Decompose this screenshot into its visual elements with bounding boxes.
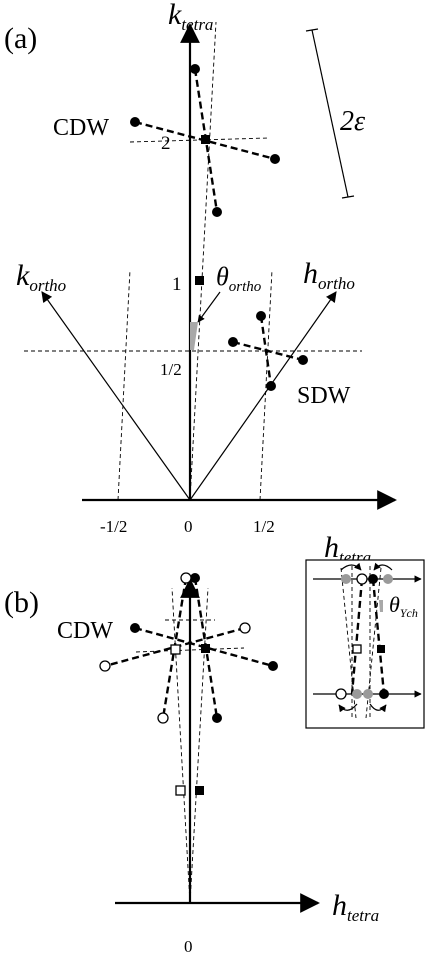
inset-theta-label: θYch xyxy=(389,592,418,620)
theta-ortho-label: θortho xyxy=(216,262,262,295)
cdw-label-b: CDW xyxy=(57,618,113,644)
h-ortho-axis xyxy=(189,291,337,501)
inset-rotation-arrow xyxy=(369,703,387,713)
b-center-square-open xyxy=(170,644,181,655)
b-guide-left xyxy=(171,587,191,904)
panel-a-label: (a) xyxy=(4,22,37,55)
h-tick-zero: 0 xyxy=(184,517,193,536)
inset-frame xyxy=(305,559,425,729)
cdw-dot xyxy=(190,64,200,74)
sdw-dot xyxy=(266,381,276,391)
b-open-dot xyxy=(239,622,251,634)
b-cdw-dot xyxy=(268,661,278,671)
sdw-dot xyxy=(256,311,266,321)
sdw-label: SDW xyxy=(297,383,351,409)
inset-rotation-arrow xyxy=(338,703,358,713)
inset-bar-filled xyxy=(371,578,386,695)
cdw-dot xyxy=(212,207,222,217)
b-cdw-dot xyxy=(212,713,222,723)
inset-grey-dot xyxy=(352,689,362,699)
h-ortho-label: hortho xyxy=(303,257,355,293)
inset-rotation-arrow xyxy=(373,562,393,571)
sdw-dot xyxy=(228,337,238,347)
inset-open-dot xyxy=(356,573,368,585)
guide-right xyxy=(259,269,273,501)
b-open-dot xyxy=(99,660,111,672)
cdw-center-square xyxy=(201,135,210,144)
inset-open-dot xyxy=(335,688,347,700)
h-tick-half: 1/2 xyxy=(253,517,275,536)
k-tick-1: 1 xyxy=(172,274,182,295)
b-low-square-open xyxy=(175,785,186,796)
b-h-tetra-label: htetra xyxy=(332,889,379,925)
guide-tilt xyxy=(189,21,217,501)
sdw-bar-h xyxy=(232,340,304,362)
inset-theta-wedge xyxy=(379,600,383,612)
theta-wedge xyxy=(190,322,198,350)
b-low-square-filled xyxy=(195,786,204,795)
panel-b-label: (b) xyxy=(4,586,39,619)
k-ortho-label: kortho xyxy=(16,259,66,295)
h-tick-minus-half: -1/2 xyxy=(100,517,127,536)
inset-filled-dot xyxy=(368,574,378,584)
panel-b: (b) htetra 0 CDW xyxy=(4,559,425,956)
b-h-tick-zero: 0 xyxy=(184,937,193,956)
epsilon-cap-top xyxy=(305,28,319,32)
inset-bar-open xyxy=(350,578,364,695)
b-cdw-dot xyxy=(190,573,200,583)
b-open-dot xyxy=(157,712,169,724)
inset-grey-dot xyxy=(363,689,373,699)
k1-square xyxy=(195,276,204,285)
inset-filled-square xyxy=(377,645,385,653)
inset-grey-dot xyxy=(383,574,393,584)
b-center-square-filled xyxy=(201,644,210,653)
b-cdw-dot xyxy=(130,623,140,633)
epsilon-cap-bottom xyxy=(341,195,355,199)
cdw-dot xyxy=(130,117,140,127)
guide-2 xyxy=(129,137,269,143)
k-tick-half: 1/2 xyxy=(160,360,182,379)
inset-filled-dot xyxy=(379,689,389,699)
b-guide-right xyxy=(189,587,209,904)
inset: θYch xyxy=(305,559,425,729)
panel-a: (a) ktetra htetra -1/2 0 1/2 2 1 1/2 kor… xyxy=(4,0,397,567)
guide-left xyxy=(117,269,131,501)
cdw-label-a: CDW xyxy=(53,115,109,141)
sdw-bar-v xyxy=(259,315,273,387)
k-tick-2: 2 xyxy=(161,133,171,154)
theta-pointer xyxy=(197,291,221,323)
inset-rotation-arrow xyxy=(340,562,362,571)
epsilon-label: 2ε xyxy=(340,106,365,137)
epsilon-bar xyxy=(311,29,349,198)
k-tetra-label: ktetra xyxy=(168,0,213,34)
inset-open-square xyxy=(352,644,362,654)
b-open-dot xyxy=(180,572,192,584)
inset-grey-dot xyxy=(341,574,351,584)
cdw-dot xyxy=(270,154,280,164)
sdw-dot xyxy=(298,355,308,365)
k-ortho-axis xyxy=(41,291,191,501)
